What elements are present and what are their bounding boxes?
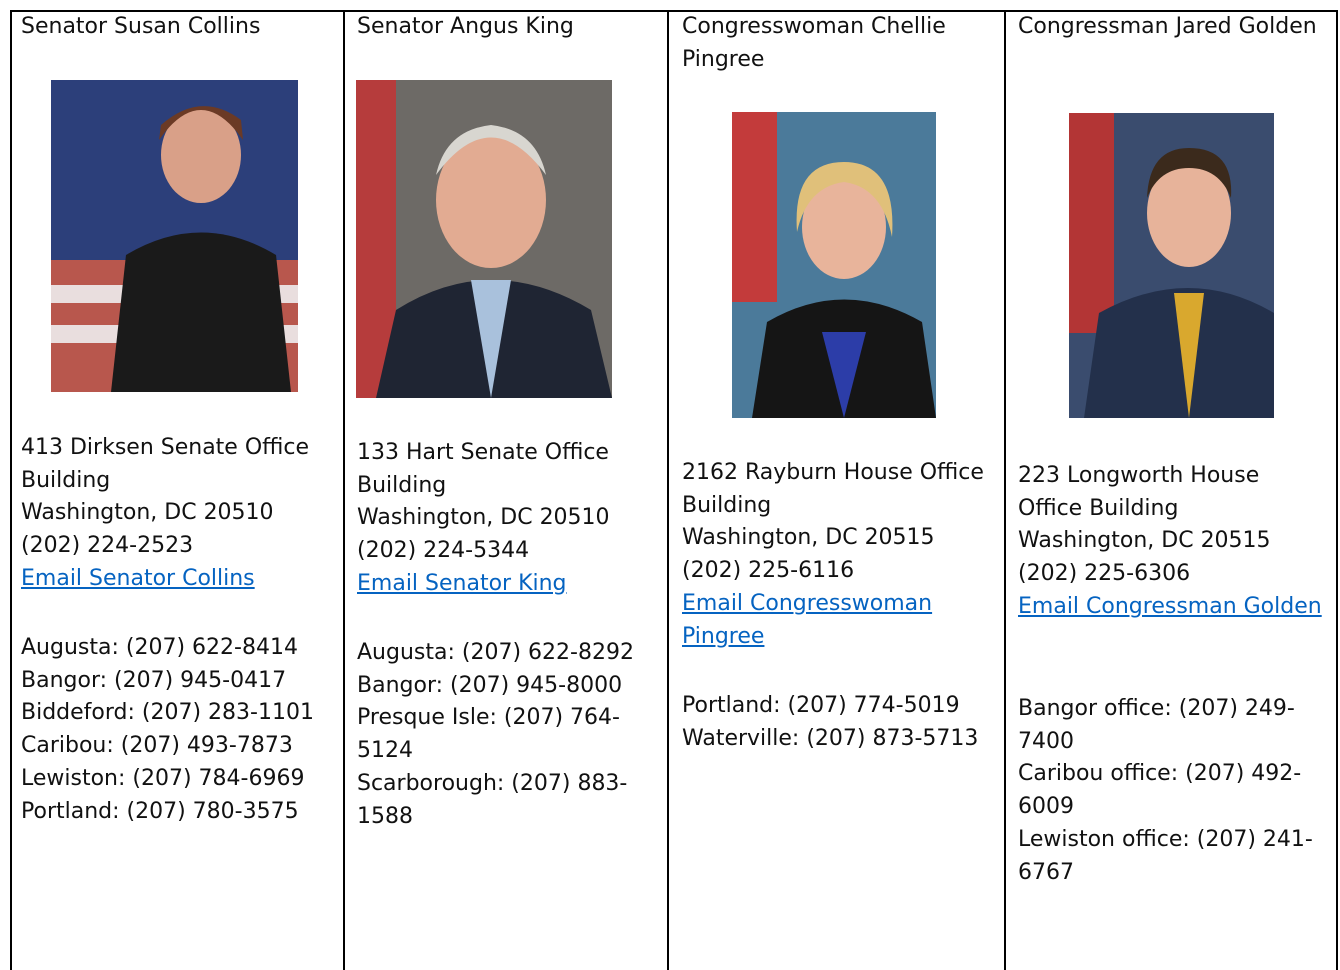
office-phone: Biddeford: (207) 283-1101 [21,697,336,730]
office-phone: Portland: (207) 774-5019 [682,690,994,723]
street: 2162 Rayburn House Office Building [682,457,994,522]
office-phone: Bangor office: (207) 249-7400 [1018,693,1328,758]
email-link[interactable]: Email Congressman Golden [1018,594,1322,619]
email-link[interactable]: Email Senator King [357,571,567,596]
office-phone: Lewiston: (207) 784-6969 [21,763,336,796]
office-phone: Bangor: (207) 945-8000 [357,670,657,703]
phone: (202) 225-6116 [682,555,994,588]
street: 413 Dirksen Senate Office Building [21,432,336,497]
table-border [1336,10,1338,970]
street: 133 Hart Senate Office Building [357,437,657,502]
cell-title: Senator Angus King [357,11,657,44]
cell-title: Congresswoman Chellie Pingree [682,11,994,76]
email-link[interactable]: Email Congresswoman Pingree [682,591,932,649]
phone: (202) 225-6306 [1018,558,1328,591]
email-row: Email Senator King [357,568,657,601]
city: Washington, DC 20515 [682,522,994,555]
photo [356,80,612,398]
office-phone: Waterville: (207) 873-5713 [682,723,994,756]
cell-title: Senator Susan Collins [21,11,336,44]
office-phone: Caribou office: (207) 492-6009 [1018,758,1328,823]
email-row: Email Congressman Golden [1018,591,1328,624]
email-link[interactable]: Email Senator Collins [21,566,255,591]
email-row: Email Senator Collins [21,563,336,596]
photo [732,112,936,418]
street: 223 Longworth House Office Building [1018,460,1328,525]
office-phone: Augusta: (207) 622-8292 [357,637,657,670]
office-phone: Lewiston office: (207) 241-6767 [1018,824,1328,889]
city: Washington, DC 20515 [1018,525,1328,558]
office-phone: Caribou: (207) 493-7873 [21,730,336,763]
email-row: Email Congresswoman Pingree [682,588,994,653]
photo [51,80,298,392]
office-phone: Portland: (207) 780-3575 [21,796,336,829]
office-phone: Augusta: (207) 622-8414 [21,632,336,665]
cell-title: Congressman Jared Golden [1018,11,1328,44]
office-phone: Presque Isle: (207) 764-5124 [357,702,657,767]
city: Washington, DC 20510 [21,497,336,530]
photo [1069,113,1274,418]
office-phone: Scarborough: (207) 883-1588 [357,768,657,833]
page: {"columns": [ {"title": "Senator Susan C… [0,0,1340,952]
city: Washington, DC 20510 [357,502,657,535]
office-phone: Bangor: (207) 945-0417 [21,665,336,698]
phone: (202) 224-5344 [357,535,657,568]
phone: (202) 224-2523 [21,530,336,563]
